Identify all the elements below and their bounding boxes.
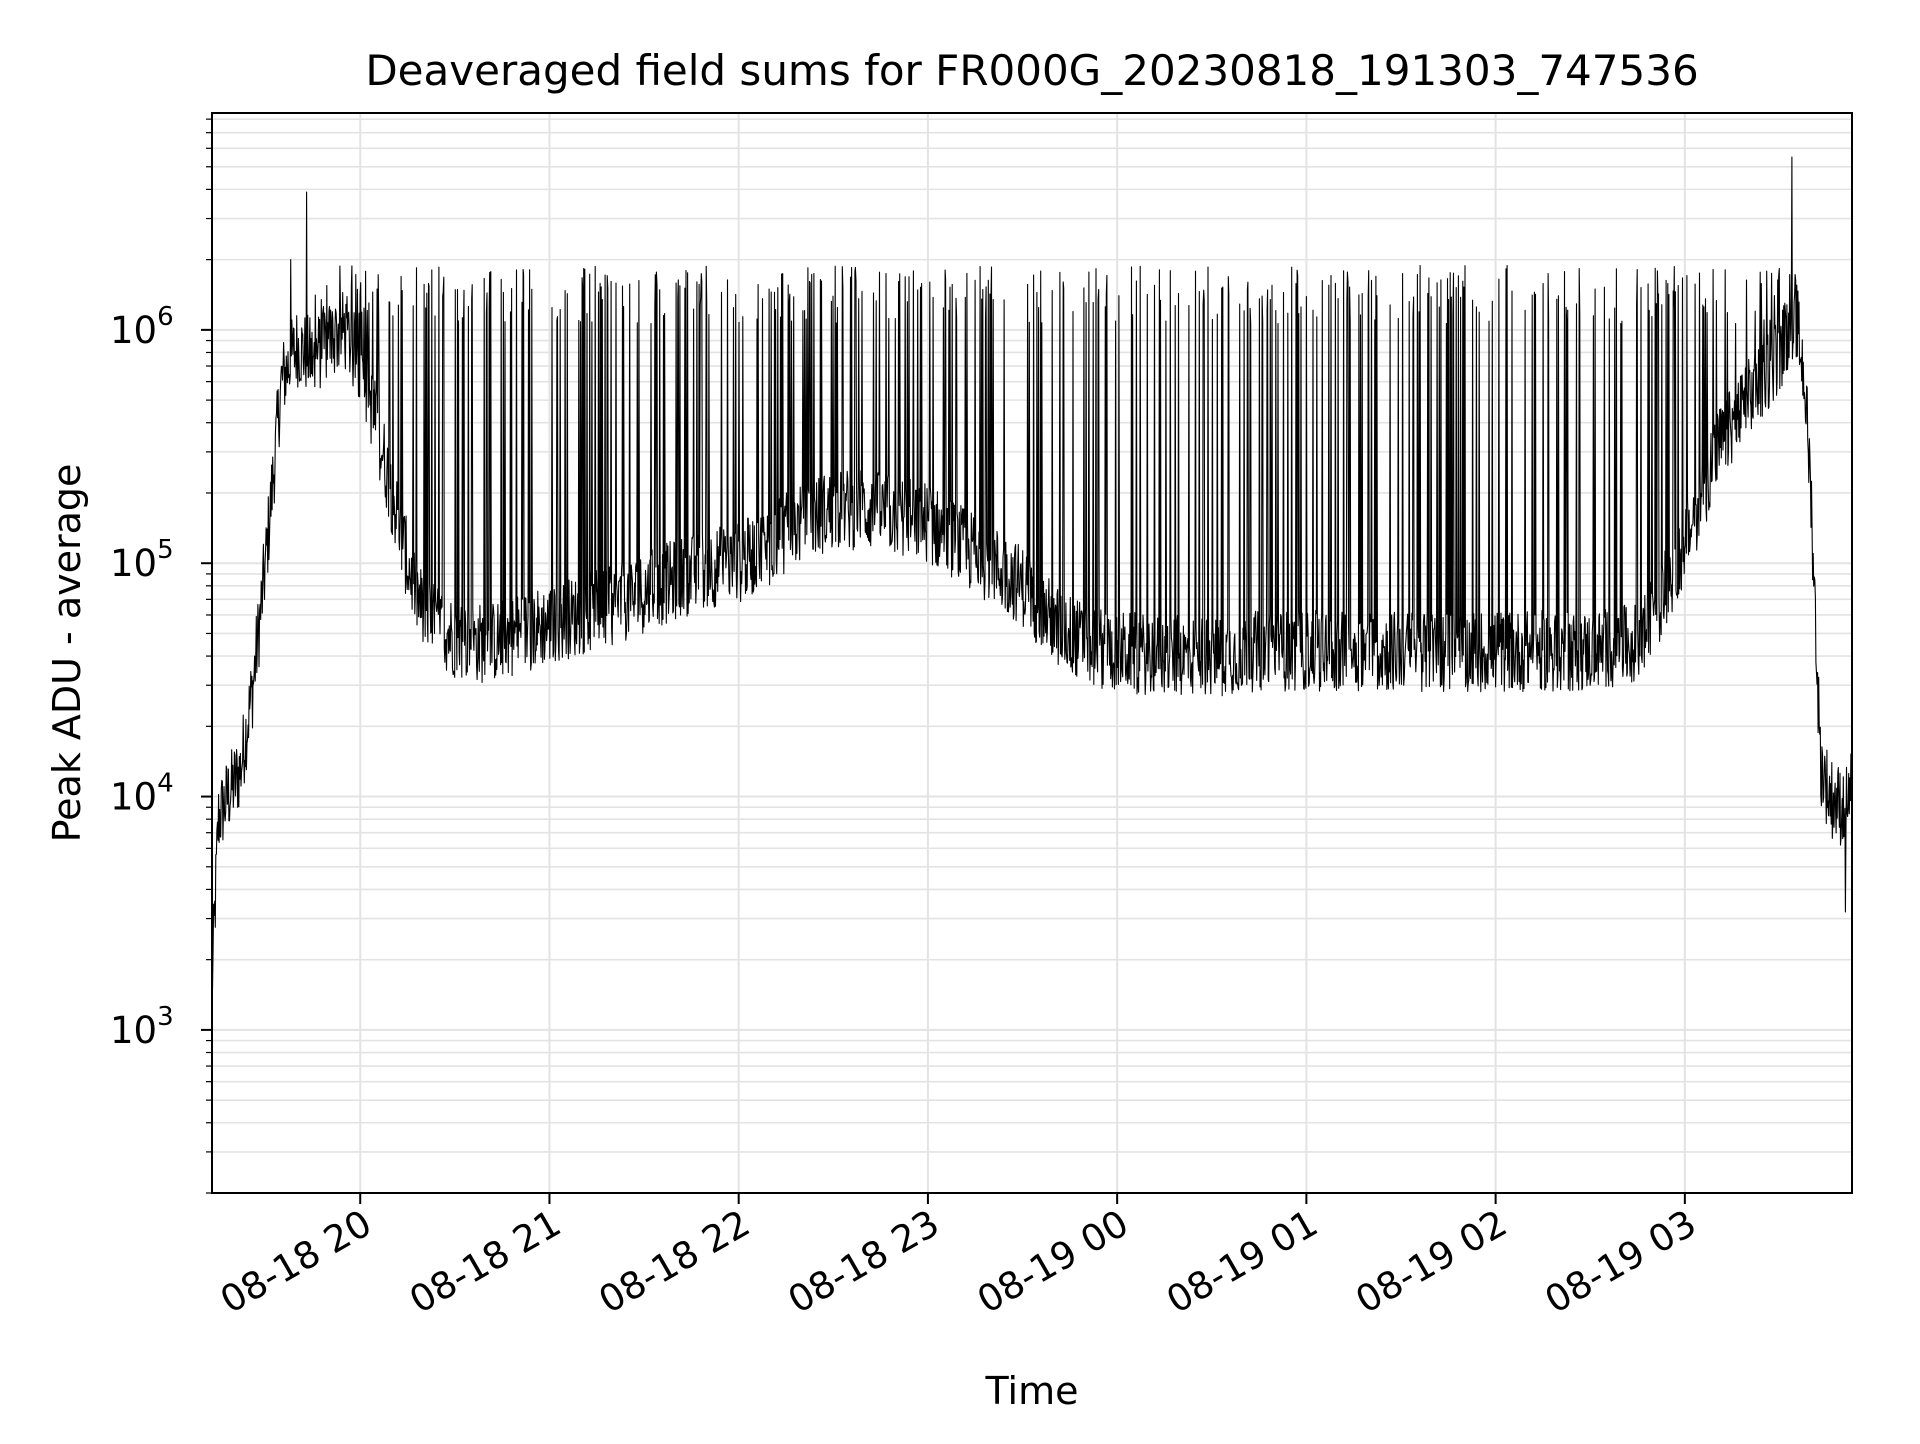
- chart-title: Deaveraged field sums for FR000G_2023081…: [365, 46, 1698, 95]
- y-tick-exponent: 6: [157, 302, 174, 332]
- y-tick-exponent: 4: [157, 769, 174, 799]
- y-tick-label: 106: [110, 302, 174, 352]
- plot-frame: [211, 112, 1853, 1194]
- y-tick-label: 103: [110, 1002, 174, 1052]
- y-tick-base: 10: [110, 776, 157, 819]
- y-tick-label: 105: [110, 535, 174, 585]
- y-tick-exponent: 5: [157, 535, 174, 565]
- series-line: [211, 156, 1853, 991]
- y-tick-exponent: 3: [157, 1002, 174, 1032]
- y-tick-base: 10: [110, 1009, 157, 1052]
- x-axis-label: Time: [985, 1369, 1079, 1413]
- y-tick-base: 10: [110, 542, 157, 585]
- y-tick-base: 10: [110, 309, 157, 352]
- y-axis-label: Peak ADU - average: [45, 464, 89, 843]
- y-tick-label: 104: [110, 769, 174, 819]
